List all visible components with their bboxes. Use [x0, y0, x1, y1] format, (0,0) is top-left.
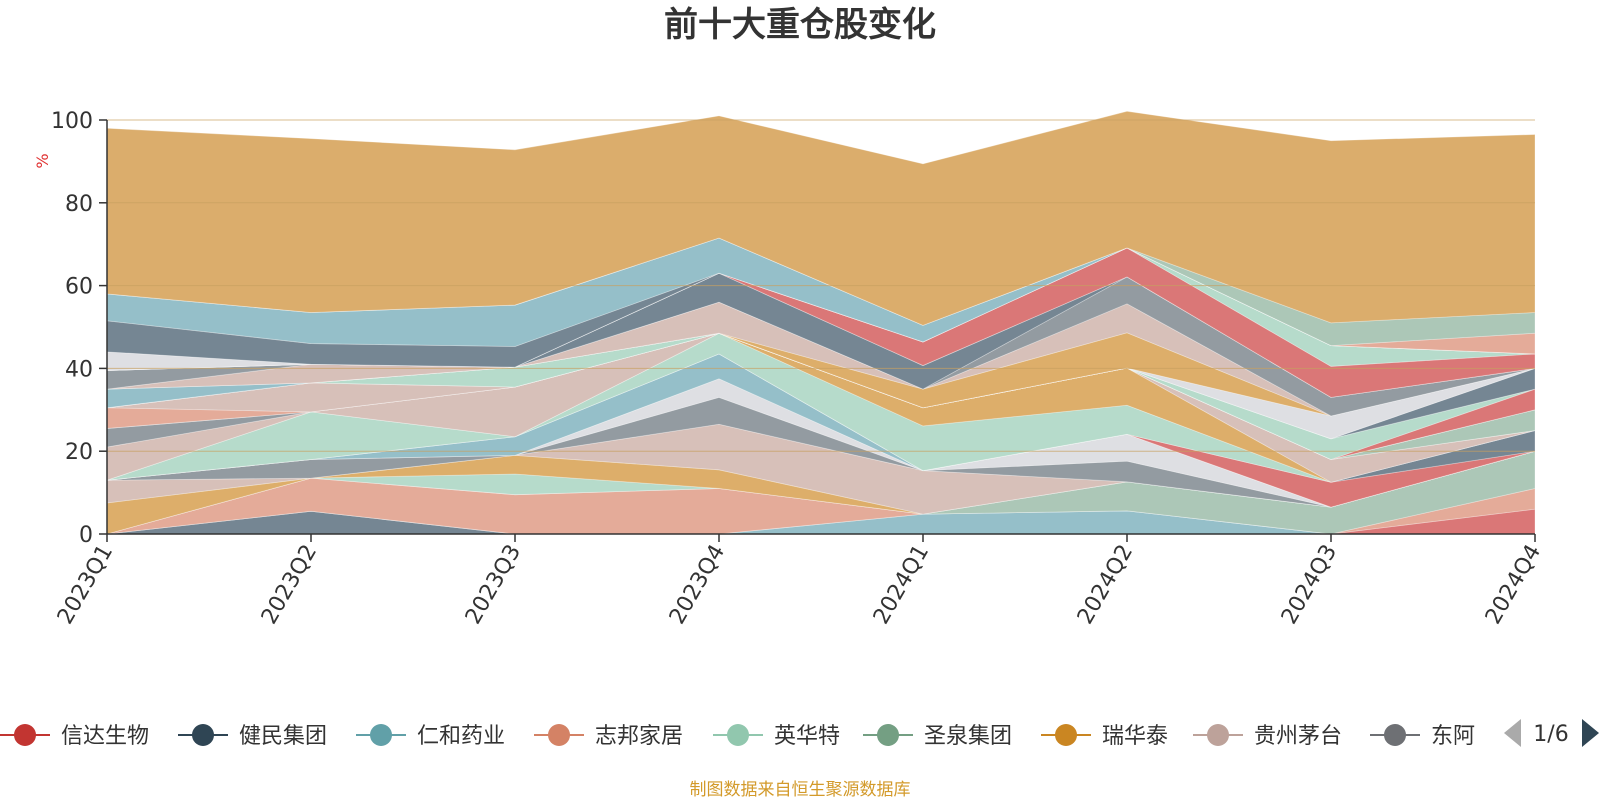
- area-series-39: [106, 110, 1536, 326]
- y-tick-label: 0: [79, 523, 93, 548]
- legend-label: 英华特: [774, 724, 840, 749]
- legend-prev-page-button[interactable]: [1504, 719, 1521, 747]
- x-tick-label: 2024Q2: [1073, 541, 1138, 629]
- y-tick-label: 60: [65, 275, 93, 300]
- legend-item-7[interactable]: 瑞华泰: [1041, 724, 1168, 749]
- legend-item-6[interactable]: 圣泉集团: [863, 724, 1012, 749]
- legend-label: 志邦家居: [595, 724, 683, 749]
- data-source-footer: 制图数据来自恒生聚源数据库: [690, 780, 911, 800]
- legend-item-5[interactable]: 英华特: [713, 724, 840, 749]
- legend-circle-marker: [370, 724, 392, 746]
- x-axis: 2023Q1 2023Q2 2023Q3 2023Q4 2024Q1 2024Q2 2024…: [53, 533, 1546, 629]
- x-tick-label: 2023Q2: [257, 541, 322, 629]
- legend-label: 东阿: [1431, 724, 1475, 749]
- legend: 信达生物 健民集团 仁和药业 志邦家居 英华特 圣泉集团 瑞华泰 贵州茅台 东阿: [0, 724, 1475, 749]
- chart-title: 前十大重仓股变化: [664, 5, 936, 45]
- legend-circle-marker: [1055, 724, 1077, 746]
- legend-circle-marker: [14, 724, 36, 746]
- stacked-area-group: [106, 110, 1536, 535]
- y-tick-label: 80: [65, 192, 93, 217]
- legend-item-1[interactable]: 信达生物: [0, 724, 149, 749]
- grid-lines: [107, 119, 1535, 452]
- legend-label: 贵州茅台: [1254, 724, 1342, 749]
- x-tick-label: 2024Q3: [1277, 541, 1342, 629]
- legend-circle-marker: [1384, 724, 1406, 746]
- legend-circle-marker: [548, 724, 570, 746]
- y-tick-label: 100: [51, 109, 93, 134]
- legend-item-8[interactable]: 贵州茅台: [1193, 724, 1342, 749]
- legend-circle-marker: [727, 724, 749, 746]
- legend-item-9[interactable]: 东阿: [1370, 724, 1475, 749]
- legend-pagination: 1/6: [1504, 719, 1599, 747]
- legend-item-4[interactable]: 志邦家居: [534, 724, 683, 749]
- y-axis-unit-label: %: [33, 153, 52, 168]
- legend-label: 瑞华泰: [1102, 724, 1168, 749]
- x-tick-label: 2023Q1: [53, 541, 118, 629]
- legend-next-page-button[interactable]: [1582, 719, 1599, 747]
- x-tick-label: 2023Q3: [461, 541, 526, 629]
- legend-circle-marker: [192, 724, 214, 746]
- y-axis: 0 20 40 60 80 100: [51, 109, 108, 548]
- x-tick-label: 2024Q1: [869, 541, 934, 629]
- legend-label: 健民集团: [239, 724, 327, 749]
- y-tick-label: 40: [65, 357, 93, 382]
- x-tick-label: 2023Q4: [665, 541, 730, 629]
- legend-item-2[interactable]: 健民集团: [178, 724, 327, 749]
- legend-item-3[interactable]: 仁和药业: [356, 724, 505, 749]
- y-tick-label: 20: [65, 440, 93, 465]
- legend-label: 圣泉集团: [924, 724, 1012, 749]
- legend-page-indicator: 1/6: [1533, 722, 1568, 747]
- x-tick-label: 2024Q4: [1481, 541, 1546, 629]
- legend-label: 仁和药业: [417, 724, 505, 749]
- legend-circle-marker: [877, 724, 899, 746]
- legend-label: 信达生物: [61, 724, 149, 749]
- legend-circle-marker: [1207, 724, 1229, 746]
